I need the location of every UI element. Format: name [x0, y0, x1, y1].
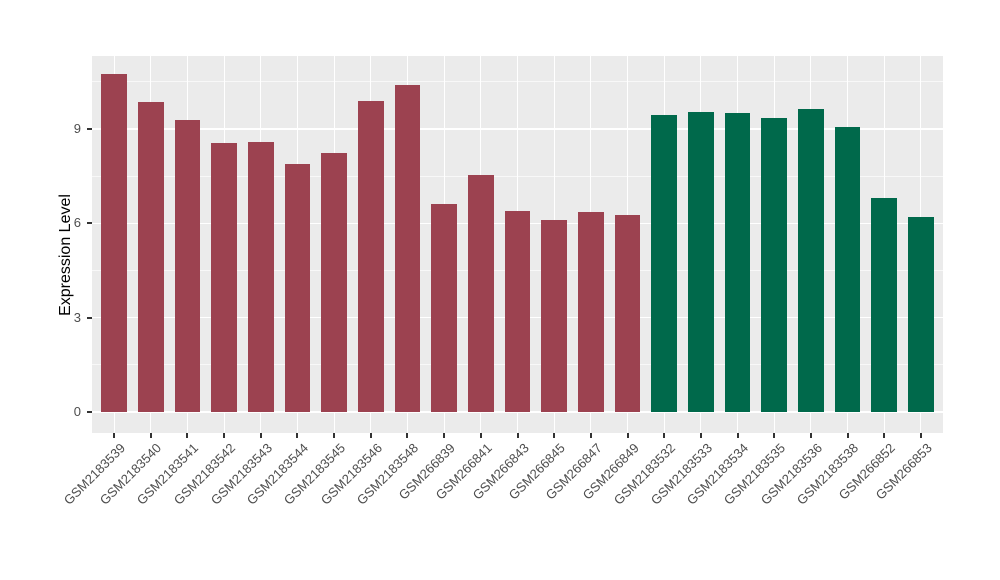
bar-GSM2183545	[321, 152, 347, 412]
x-axis-tick	[663, 433, 666, 438]
bar-GSM2183542	[211, 143, 237, 412]
y-axis-tick	[87, 222, 92, 225]
bar-GSM266841	[467, 174, 494, 412]
bar-GSM2183541	[174, 119, 201, 412]
x-axis-tick	[259, 433, 262, 438]
x-axis-tick	[369, 433, 372, 438]
y-axis-tick	[87, 127, 92, 130]
bar-GSM2183546	[357, 100, 384, 412]
bar-GSM2183534	[724, 113, 751, 412]
x-axis-tick	[883, 433, 886, 438]
bar-GSM2183535	[761, 117, 788, 412]
x-axis-tick	[516, 433, 519, 438]
bar-GSM266852	[871, 198, 898, 412]
bar-GSM2183540	[137, 102, 164, 412]
x-axis-tick	[773, 433, 776, 438]
x-axis-tick	[699, 433, 702, 438]
x-axis-tick	[333, 433, 336, 438]
bar-GSM2183548	[394, 84, 421, 412]
bar-GSM266843	[504, 210, 531, 412]
y-axis-tick	[87, 410, 92, 413]
x-axis-tick	[186, 433, 189, 438]
x-axis-tick	[846, 433, 849, 438]
bar-GSM2183533	[688, 111, 714, 412]
x-axis-tick	[406, 433, 409, 438]
y-tick-label: 0	[73, 403, 81, 419]
x-axis-tick	[149, 433, 152, 438]
x-axis-tick	[553, 433, 556, 438]
x-axis-tick	[296, 433, 299, 438]
x-axis-tick	[736, 433, 739, 438]
y-axis-tick	[87, 316, 92, 319]
bar-GSM2183539	[101, 73, 127, 412]
bar-GSM2183532	[651, 114, 678, 412]
x-axis-tick	[113, 433, 115, 438]
x-axis-tick	[589, 433, 592, 438]
y-axis-title: Expression Level	[57, 194, 74, 316]
bar-GSM2183538	[834, 127, 861, 412]
bar-GSM266849	[614, 215, 641, 412]
bar-GSM2183543	[247, 141, 274, 412]
bar-GSM266847	[578, 212, 604, 412]
bar-GSM266845	[541, 220, 567, 412]
y-tick-label: 6	[73, 215, 81, 231]
x-axis-tick	[479, 433, 482, 438]
x-axis-tick	[443, 433, 446, 438]
x-axis-tick	[223, 433, 226, 438]
bar-GSM266839	[431, 204, 457, 412]
plot-panel	[92, 56, 943, 433]
y-tick-label: 9	[73, 120, 81, 136]
bar-GSM2183536	[798, 108, 824, 412]
bar-GSM2183544	[284, 163, 311, 412]
x-axis-tick	[626, 433, 629, 438]
x-axis-tick	[919, 433, 922, 438]
bar-GSM266853	[908, 216, 934, 412]
x-axis-tick	[809, 433, 812, 438]
y-tick-label: 3	[73, 309, 81, 325]
